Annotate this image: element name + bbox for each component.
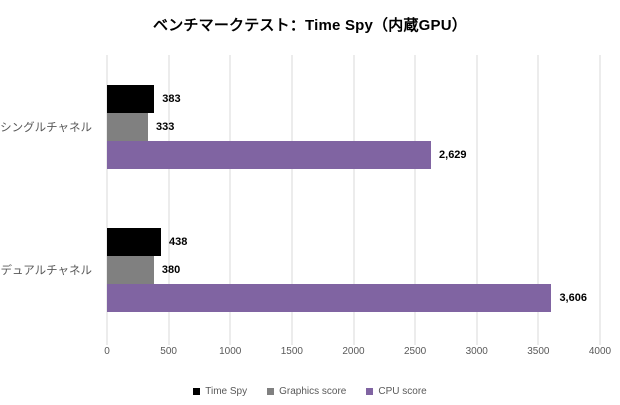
gridline <box>106 55 108 345</box>
x-tick-label: 2000 <box>342 346 365 357</box>
bar-value-label: 3,606 <box>559 291 587 304</box>
x-tick-label: 2500 <box>404 346 427 357</box>
gridline <box>229 55 231 345</box>
bar-time-spy: 438 <box>107 227 187 256</box>
gridline <box>353 55 354 345</box>
category-axis-labels: シングルチャネル デュアルチャネル <box>0 55 99 341</box>
gridline <box>537 55 539 345</box>
x-tick-label: 4000 <box>588 346 612 357</box>
legend-swatch-icon <box>366 388 374 395</box>
bar-value-label: 380 <box>161 263 181 276</box>
bar-graphics-score: 380 <box>107 255 180 284</box>
x-tick-label: 1500 <box>280 346 303 357</box>
x-tick-label: 3000 <box>465 346 488 357</box>
category-label: シングルチャネル <box>0 121 92 134</box>
gridline <box>599 55 601 345</box>
legend-swatch-icon <box>267 388 275 395</box>
bar-value-label: 383 <box>162 92 181 105</box>
bar-value-label: 333 <box>156 120 175 133</box>
bar-cpu-score: 3,606 <box>107 283 587 312</box>
legend-label: CPU score <box>378 386 427 397</box>
bar-graphics-score: 333 <box>107 112 174 141</box>
x-tick-label: 3500 <box>527 346 550 357</box>
legend: Time Spy Graphics score CPU score <box>0 386 620 397</box>
gridline <box>414 55 416 345</box>
x-tick-label: 500 <box>160 346 177 357</box>
legend-item-cpu-score: CPU score <box>366 386 427 397</box>
plot-area: 383 333 2,629 438 380 3,606 <box>106 55 601 345</box>
bar-group-1: 383 333 2,629 <box>107 84 600 169</box>
gridline <box>168 55 170 345</box>
legend-item-time-spy: Time Spy <box>193 386 247 397</box>
value-axis: 0 500 1000 1500 2000 2500 3000 3500 4000 <box>104 346 611 360</box>
category-label: デュアルチャネル <box>0 264 92 277</box>
bar-value-label: 2,629 <box>439 148 467 161</box>
bar-cpu-score: 2,629 <box>107 140 467 169</box>
x-tick-label: 0 <box>104 346 110 357</box>
legend-label: Time Spy <box>205 386 248 397</box>
gridline <box>476 55 478 345</box>
chart-title: ベンチマークテスト：Time Spy（内蔵GPU） <box>153 17 467 34</box>
legend-label: Graphics score <box>279 386 347 397</box>
x-tick-label: 1000 <box>219 346 242 357</box>
legend-item-graphics-score: Graphics score <box>267 386 346 397</box>
legend-swatch-icon <box>193 388 201 395</box>
bar-time-spy: 383 <box>107 84 181 113</box>
gridline <box>291 55 293 345</box>
bar-group-2: 438 380 3,606 <box>107 227 600 312</box>
bar-value-label: 438 <box>168 235 188 248</box>
